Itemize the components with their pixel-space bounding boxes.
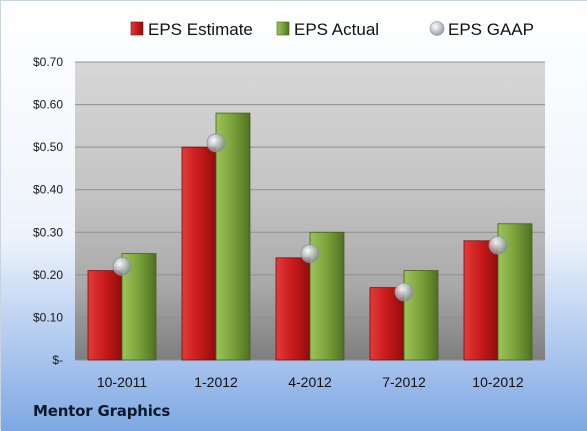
y-tick-label: $0.70 <box>33 55 63 69</box>
x-tick-label: 4-2012 <box>288 374 332 390</box>
x-tick-label: 10-2011 <box>97 374 148 390</box>
bar-eps-estimate <box>369 287 405 361</box>
x-tick-label: 1-2012 <box>194 374 238 390</box>
company-label: Mentor Graphics <box>33 402 171 420</box>
bar-eps-estimate <box>87 270 123 361</box>
legend-swatch-estimate <box>130 21 144 36</box>
y-tick-label: $0.10 <box>33 310 63 324</box>
marker-eps-gaap <box>206 133 226 153</box>
x-tick-label: 7-2012 <box>382 374 426 390</box>
marker-eps-gaap <box>488 235 508 255</box>
bar-eps-estimate <box>463 240 499 361</box>
y-tick-label: $0.20 <box>33 268 63 282</box>
bar-eps-estimate <box>181 146 217 361</box>
marker-eps-gaap <box>394 282 414 302</box>
x-tick-label: 10-2012 <box>472 374 524 390</box>
legend: EPS Estimate EPS Actual EPS GAAP <box>130 20 534 39</box>
legend-label: EPS Estimate <box>148 20 253 39</box>
bar-eps-estimate <box>275 257 311 361</box>
legend-label: EPS GAAP <box>448 20 534 39</box>
legend-label: EPS Actual <box>294 20 379 39</box>
gaap-markers <box>112 133 508 302</box>
legend-swatch-actual <box>276 21 290 36</box>
legend-swatch-gaap <box>429 21 445 36</box>
x-axis-ticks: 10-2011 1-2012 4-2012 7-2012 10-2012 <box>97 374 524 390</box>
y-tick-label: $0.40 <box>33 183 63 197</box>
y-tick-label: $0.50 <box>33 140 63 154</box>
y-tick-label: $0.30 <box>33 225 63 239</box>
y-axis-ticks: $- $0.10 $0.20 $0.30 $0.40 $0.50 $0.60 $0.70 <box>33 55 63 367</box>
y-tick-label: $0.60 <box>33 98 63 112</box>
marker-eps-gaap <box>300 244 320 263</box>
marker-eps-gaap <box>112 256 132 276</box>
y-tick-label: $- <box>52 353 63 367</box>
bar-eps-actual <box>215 112 251 361</box>
